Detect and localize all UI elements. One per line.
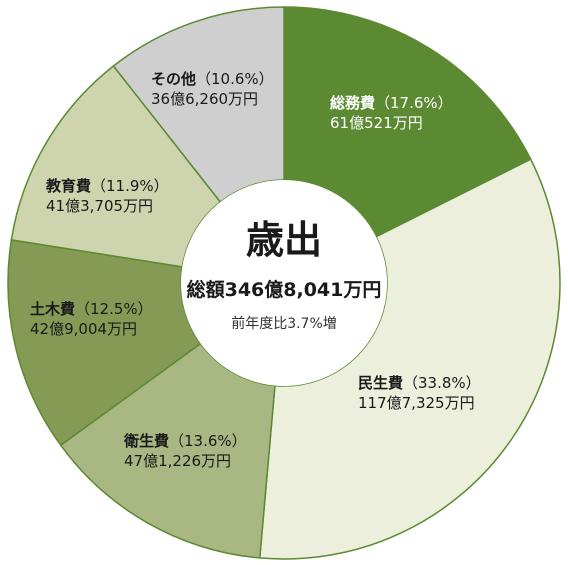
slice-label-4: 土木費（12.5%）	[30, 300, 153, 318]
slice-percent-5: （11.9%）	[91, 177, 169, 195]
slice-label-5: 教育費（11.9%）	[45, 177, 169, 195]
slice-label-3: 衛生費（13.6%）	[123, 432, 247, 450]
slice-amount-5: 41億3,705万円	[46, 197, 153, 215]
slice-label-2: 民生費（33.8%）	[358, 374, 481, 392]
slice-category-2: 民生費	[358, 374, 403, 392]
slice-category-3: 衛生費	[123, 432, 169, 450]
slice-percent-6: （10.6%）	[196, 70, 274, 88]
slice-label-6: その他（10.6%）	[151, 70, 274, 88]
year-over-year-change-label: 前年度比3.7%増	[231, 315, 337, 332]
total-amount-label: 総額346億8,041万円	[187, 278, 382, 301]
chart-title: 歳出	[246, 218, 322, 262]
slice-percent-3: （13.6%）	[169, 432, 247, 450]
slice-percent-2: （33.8%）	[403, 374, 481, 392]
slice-amount-2: 117億7,325万円	[358, 394, 475, 412]
slice-amount-1: 61億521万円	[330, 114, 423, 132]
slice-amount-6: 36億6,260万円	[151, 90, 258, 108]
slice-category-5: 教育費	[45, 177, 91, 195]
slice-amount-3: 47億1,226万円	[124, 452, 231, 470]
slice-percent-1: （17.6%）	[375, 94, 453, 112]
slice-amount-4: 42億9,004万円	[30, 320, 137, 338]
donut-center-hole	[181, 180, 387, 386]
donut-slices	[7, 6, 561, 560]
slice-label-1: 総務費（17.6%）	[330, 94, 453, 112]
slice-category-1: 総務費	[330, 94, 375, 112]
slice-category-6: その他	[151, 70, 196, 88]
slice-category-4: 土木費	[30, 300, 75, 318]
slice-percent-4: （12.5%）	[75, 300, 153, 318]
